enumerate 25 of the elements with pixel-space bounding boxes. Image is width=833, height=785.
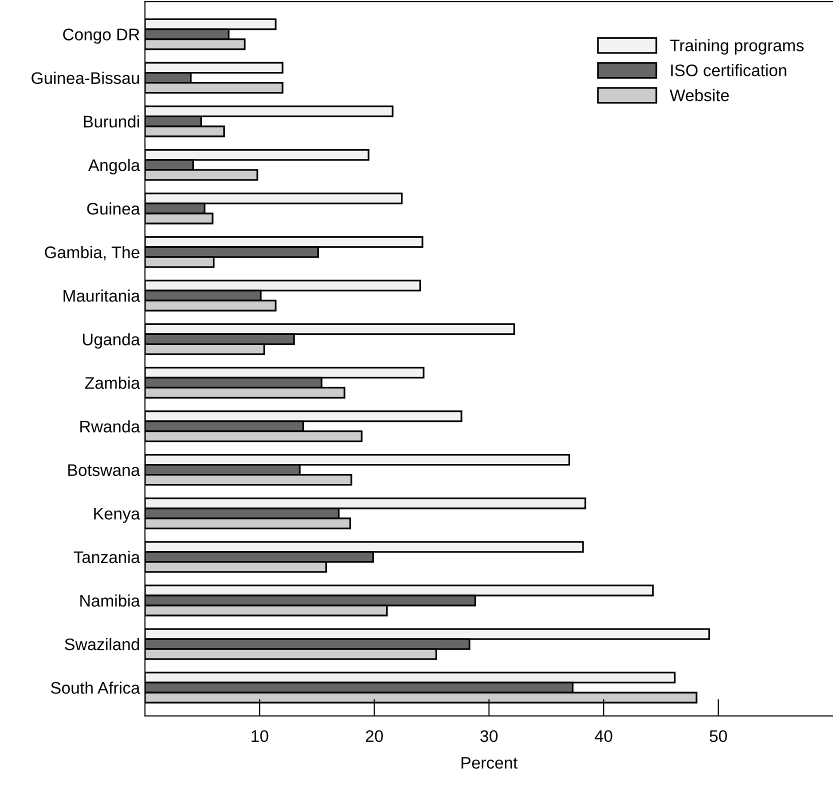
x-axis-title: Percent [462, 757, 518, 769]
y-tick-label: Namibia [80, 594, 140, 607]
y-tick-label: Guinea [87, 202, 140, 215]
y-tick-label: Swaziland [64, 638, 140, 650]
y-tick-label: Kenya [94, 508, 140, 523]
y-tick-label: Rwanda [80, 420, 140, 432]
x-tick-label: 20 [366, 730, 383, 742]
y-tick-label: Zambia [85, 376, 140, 389]
x-tick-label: 30 [480, 730, 498, 742]
y-tick-label: Gambia, The [44, 246, 140, 260]
y-tick-label: Mauritania [64, 290, 140, 302]
legend-label: Website [670, 89, 729, 102]
x-tick-label: 50 [710, 730, 727, 742]
x-tick-label: 10 [252, 730, 268, 742]
y-tick-label: Congo DR [63, 28, 140, 44]
legend-label: Training programs [670, 39, 804, 55]
x-tick-label: 40 [594, 730, 612, 742]
y-tick-label: Uganda [82, 333, 140, 349]
y-tick-label: South Africa [50, 682, 140, 694]
y-tick-label: Tanzania [74, 550, 140, 564]
y-tick-label: Botswana [68, 464, 140, 476]
y-tick-label: Guinea-Bissau [32, 72, 139, 84]
legend-label: ISO certification [671, 64, 786, 76]
y-tick-label: Angola [88, 158, 140, 174]
y-tick-label: Burundi [84, 115, 139, 128]
